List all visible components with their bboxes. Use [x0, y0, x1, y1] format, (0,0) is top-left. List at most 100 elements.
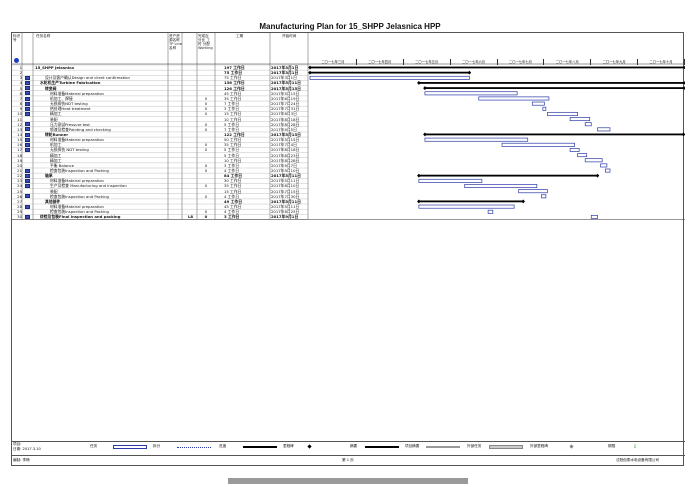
task-bar[interactable]: [604, 168, 611, 173]
row-work-value: 0: [204, 214, 208, 220]
summary-bar[interactable]: [424, 133, 684, 136]
row-task-name: 材料准备Material preparation: [50, 90, 104, 96]
task-bar[interactable]: [478, 96, 550, 101]
task-bar[interactable]: [569, 117, 591, 122]
task-bar[interactable]: [541, 194, 547, 199]
legend-milestone-label: 里程碑: [283, 444, 294, 448]
summary-bar[interactable]: [418, 82, 685, 84]
task-bar[interactable]: [542, 106, 547, 111]
row-task-name: 生产及检查 Manufacturing and inspection: [50, 183, 127, 189]
row-task-name: 水轮机生产Turbine Fabrication: [40, 80, 101, 86]
grid-lines: [12, 33, 685, 220]
row-id: 14: [17, 131, 22, 137]
summary-end-marker: [417, 199, 421, 204]
task-note-icon[interactable]: [25, 178, 30, 183]
summary-end-marker: [467, 70, 472, 75]
task-bar[interactable]: [590, 214, 598, 219]
task-bar[interactable]: [424, 91, 518, 96]
task-note-icon[interactable]: [25, 214, 30, 219]
row-task-name: 精加工: [50, 111, 62, 117]
row-id: 25: [17, 188, 22, 194]
task-note-icon[interactable]: [25, 122, 30, 127]
col-header-resource: 资产资源名称 TP Line 名称: [169, 34, 182, 50]
task-bar[interactable]: [418, 204, 515, 209]
task-note-icon[interactable]: [25, 184, 30, 189]
legend-external-tasks-swatch: [489, 445, 523, 449]
summary-bar[interactable]: [418, 174, 598, 177]
task-note-icon[interactable]: [25, 204, 30, 209]
task-note-icon[interactable]: [25, 194, 30, 199]
row-duration: 49 工作日: [224, 198, 242, 204]
row-id: 18: [17, 152, 22, 158]
task-note-icon[interactable]: [25, 106, 30, 111]
summary-end-marker: [681, 132, 685, 137]
footer-date: 日期: 2017.3.10: [13, 447, 41, 451]
task-bar[interactable]: [584, 158, 603, 163]
task-note-icon[interactable]: [25, 148, 30, 152]
task-note-icon[interactable]: [25, 127, 30, 132]
page-title: Manufacturing Plan for 15_SHPP Jelasnica…: [259, 22, 441, 31]
row-id: 1: [19, 65, 22, 70]
task-bar[interactable]: [518, 189, 548, 194]
row-start-date: 2017年9月1日: [271, 214, 299, 220]
row-work-value: 0: [204, 209, 208, 215]
task-bar[interactable]: [600, 163, 608, 168]
row-id: 12: [17, 121, 22, 127]
row-id: 26: [17, 193, 22, 199]
task-bar[interactable]: [531, 101, 545, 106]
row-task-name: 精加工: [50, 157, 62, 163]
task-note-icon[interactable]: [25, 81, 30, 86]
summary-bar[interactable]: [424, 87, 685, 89]
task-note-icon[interactable]: [25, 111, 30, 116]
row-work-value: 0: [204, 183, 208, 189]
row-start-date: 2017年6月19日: [271, 95, 300, 101]
row-task-name: 热处理Heat treatment: [50, 106, 91, 112]
task-bar[interactable]: [547, 111, 578, 116]
task-note-icon[interactable]: [25, 137, 30, 142]
task-bar[interactable]: [309, 75, 470, 80]
task-bar[interactable]: [584, 122, 592, 127]
task-bar[interactable]: [577, 153, 588, 158]
task-note-icon[interactable]: [25, 132, 30, 137]
task-note-icon[interactable]: [25, 86, 30, 91]
task-note-icon[interactable]: [25, 101, 30, 106]
row-start-date: 2017年5月11日: [271, 198, 301, 204]
col-header-duration: 工期: [236, 34, 244, 38]
summary-bar[interactable]: [310, 66, 685, 69]
gantt-grid: [12, 33, 685, 467]
row-duration: 10 工作日: [224, 116, 242, 122]
row-id: 23: [17, 178, 22, 184]
page-scroll-strip[interactable]: [228, 478, 468, 484]
row-id: 19: [17, 157, 22, 163]
row-id: 11: [17, 116, 22, 122]
task-bar[interactable]: [597, 127, 611, 132]
row-duration: 15 工作日: [224, 111, 242, 117]
row-work-value: 0: [204, 121, 208, 127]
row-duration: 126 工作日: [224, 85, 245, 91]
row-id: 5: [19, 85, 22, 91]
task-bar[interactable]: [418, 178, 483, 183]
row-task-name: 装配: [50, 116, 58, 122]
row-task-name: 无损探伤 NDT testing: [50, 147, 89, 153]
summary-bar[interactable]: [310, 71, 470, 74]
task-note-icon[interactable]: [25, 96, 30, 101]
task-note-icon[interactable]: [25, 168, 30, 173]
col-header-name: 任务名称: [36, 34, 51, 38]
task-bar[interactable]: [501, 142, 575, 147]
summary-bar[interactable]: [418, 200, 524, 203]
task-note-icon[interactable]: [25, 173, 30, 178]
task-bar[interactable]: [424, 137, 529, 142]
task-bar[interactable]: [569, 148, 580, 152]
task-note-icon[interactable]: [25, 91, 30, 96]
task-bar[interactable]: [487, 209, 494, 214]
row-task-name: 装配: [50, 188, 58, 194]
row-duration: 10 工作日: [224, 157, 242, 163]
row-duration: 3 工作日: [224, 214, 240, 220]
row-task-name: 检查包装Inspection and Packing: [50, 209, 109, 215]
task-note-icon[interactable]: [25, 142, 30, 147]
task-bar[interactable]: [464, 184, 538, 188]
task-note-icon[interactable]: [25, 75, 30, 80]
summary-end-marker: [423, 86, 427, 91]
row-task-name: 压力测试Pressure test: [50, 121, 90, 127]
